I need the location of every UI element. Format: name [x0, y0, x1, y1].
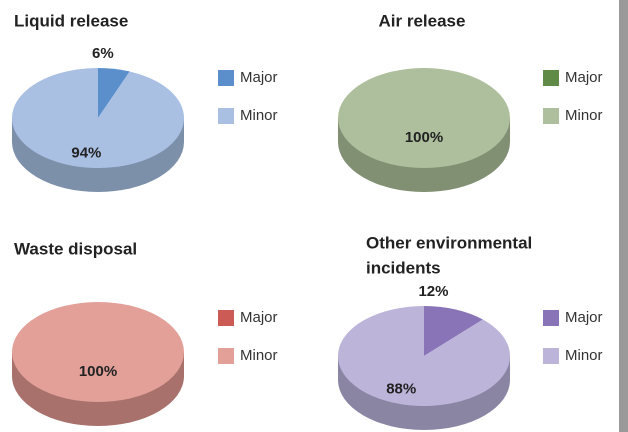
- legend-label: Minor: [565, 347, 603, 364]
- legend-label: Minor: [565, 107, 603, 124]
- chart-title: Other environmental: [366, 233, 532, 252]
- chart-title: Liquid release: [14, 11, 128, 30]
- chart-title: Waste disposal: [14, 239, 137, 258]
- data-label: 6%: [92, 45, 114, 62]
- pie-slice: [12, 302, 184, 402]
- data-label: 88%: [386, 380, 416, 397]
- legend-swatch: [218, 310, 234, 326]
- chart-title: Air release: [379, 11, 466, 30]
- data-label: 12%: [418, 283, 448, 300]
- legend-label: Minor: [240, 347, 278, 364]
- pie-slice: [424, 306, 483, 356]
- legend-swatch: [543, 348, 559, 364]
- legend-swatch: [543, 310, 559, 326]
- pie-slice: [338, 68, 510, 168]
- legend-swatch: [543, 70, 559, 86]
- legend-swatch: [218, 348, 234, 364]
- legend-swatch: [218, 70, 234, 86]
- legend-label: Minor: [240, 107, 278, 124]
- chart-title: incidents: [366, 258, 441, 277]
- scrollbar: [619, 0, 628, 432]
- pie-slice: [338, 306, 511, 407]
- data-label: 100%: [79, 363, 117, 380]
- legend-label: Major: [240, 309, 278, 326]
- pie-slice: [12, 68, 185, 169]
- legend-label: Major: [565, 69, 603, 86]
- legend-label: Major: [240, 69, 278, 86]
- data-label: 100%: [405, 129, 443, 146]
- legend-swatch: [543, 108, 559, 124]
- legend-swatch: [218, 108, 234, 124]
- legend-label: Major: [565, 309, 603, 326]
- pie-slice: [98, 68, 130, 118]
- data-label: 94%: [71, 144, 101, 161]
